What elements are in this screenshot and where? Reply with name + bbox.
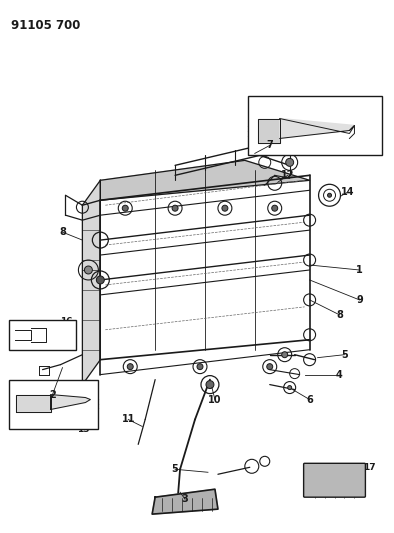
Circle shape xyxy=(172,205,178,211)
Polygon shape xyxy=(152,489,218,514)
Polygon shape xyxy=(100,160,310,200)
Circle shape xyxy=(97,276,104,284)
Text: 11: 11 xyxy=(121,415,135,424)
Polygon shape xyxy=(280,118,355,139)
Bar xyxy=(9,320,76,350)
Text: 8: 8 xyxy=(59,227,66,237)
Circle shape xyxy=(84,266,92,274)
Polygon shape xyxy=(82,180,100,385)
Text: 13: 13 xyxy=(77,425,90,434)
FancyBboxPatch shape xyxy=(304,463,365,497)
Circle shape xyxy=(327,193,331,197)
Text: 5: 5 xyxy=(172,464,178,474)
Circle shape xyxy=(122,205,128,211)
Text: 9: 9 xyxy=(356,295,363,305)
Circle shape xyxy=(56,331,65,339)
Text: 3: 3 xyxy=(182,494,188,504)
Circle shape xyxy=(206,381,214,389)
Bar xyxy=(9,379,98,430)
Bar xyxy=(248,95,382,156)
Circle shape xyxy=(286,158,294,166)
Text: 6: 6 xyxy=(306,394,313,405)
Text: 16: 16 xyxy=(60,317,73,326)
Circle shape xyxy=(282,352,288,358)
Polygon shape xyxy=(258,118,280,143)
Text: 2: 2 xyxy=(49,390,56,400)
Circle shape xyxy=(288,385,292,390)
Text: 1: 1 xyxy=(356,265,363,275)
Text: 8: 8 xyxy=(336,310,343,320)
Text: 5: 5 xyxy=(341,350,348,360)
Circle shape xyxy=(272,205,278,211)
Text: 4: 4 xyxy=(336,369,343,379)
Text: 17: 17 xyxy=(363,463,376,472)
Circle shape xyxy=(222,205,228,211)
Text: 14: 14 xyxy=(341,187,354,197)
Text: 7: 7 xyxy=(266,140,273,150)
Polygon shape xyxy=(50,394,90,409)
Circle shape xyxy=(197,364,203,369)
Polygon shape xyxy=(16,394,50,413)
Circle shape xyxy=(267,364,273,369)
Text: 91105 700: 91105 700 xyxy=(11,19,80,32)
Text: 15: 15 xyxy=(249,148,262,157)
Circle shape xyxy=(127,364,133,369)
Text: 12: 12 xyxy=(281,171,294,180)
Text: 10: 10 xyxy=(208,394,222,405)
